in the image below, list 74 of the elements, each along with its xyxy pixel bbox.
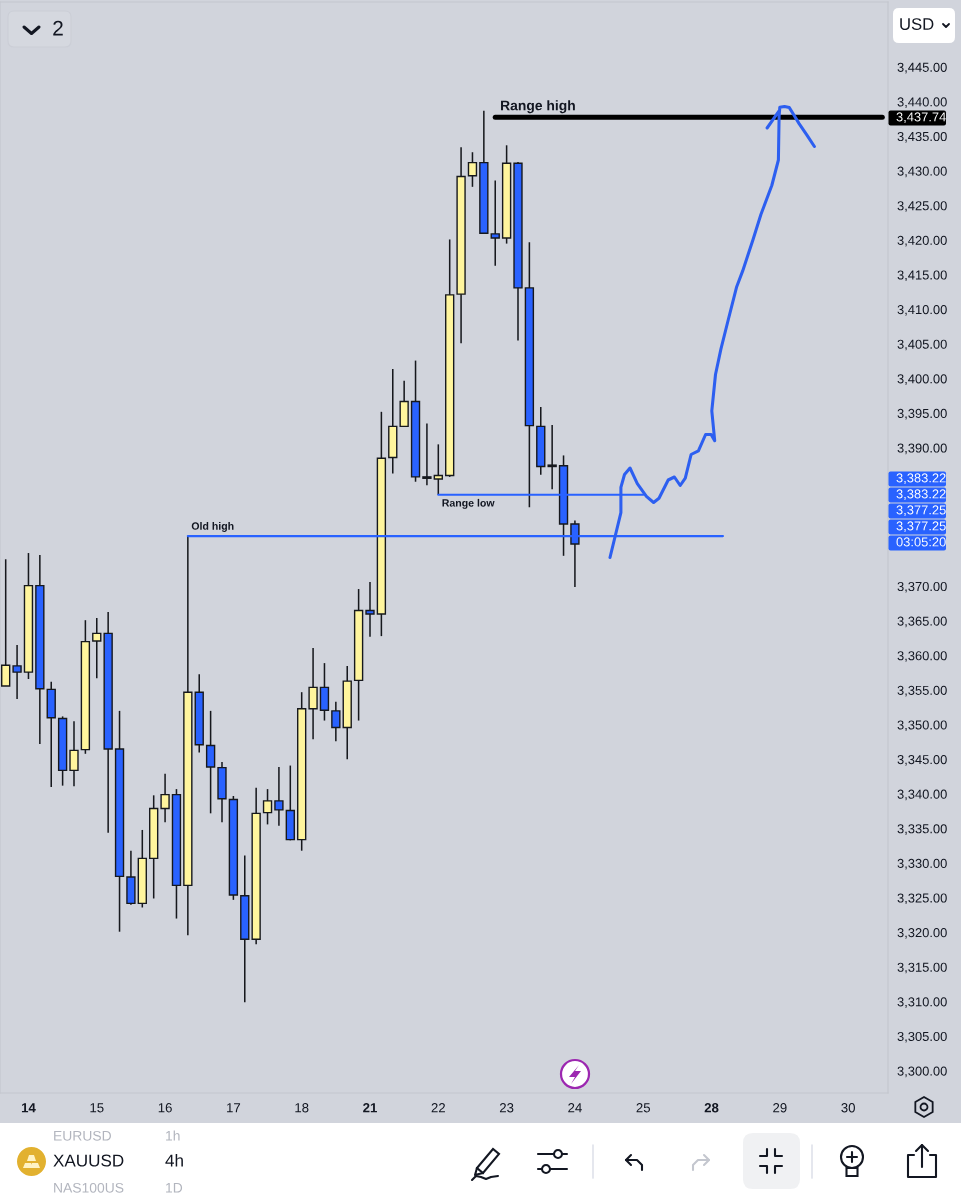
y-tick-label: 3,345.00 <box>897 754 947 766</box>
y-tick-label: 3,405.00 <box>897 339 947 351</box>
y-tick-label: 3,400.00 <box>897 374 947 385</box>
candlestick <box>331 701 341 743</box>
text: 03:05:20 <box>896 537 946 547</box>
x-tick-label: 23 <box>499 1103 514 1113</box>
x-tick-label: 18 <box>295 1103 309 1113</box>
y-tick-label: 3,350.00 <box>897 720 947 732</box>
text: USD <box>900 18 934 30</box>
y-tick-label: 3,310.00 <box>897 997 947 1008</box>
y-tick-label: 3,305.00 <box>897 1031 947 1043</box>
x-tick-label: 22 <box>431 1103 445 1113</box>
text: 3,377.25 <box>896 505 946 516</box>
y-tick-label: 3,435.00 <box>897 131 947 143</box>
annotation: Range low <box>442 498 495 509</box>
text: 3,437.74 <box>896 112 946 123</box>
x-tick-label: 16 <box>158 1103 172 1113</box>
x-tick-label: 15 <box>90 1103 104 1113</box>
x-tick-label: 25 <box>636 1103 651 1113</box>
text: 1h <box>166 1130 180 1141</box>
x-tick-label: 17 <box>227 1103 241 1113</box>
y-tick-label: 3,355.00 <box>897 685 947 697</box>
candlestick <box>433 443 443 496</box>
y-tick-label: 3,325.00 <box>897 893 947 905</box>
candlestick <box>308 647 318 741</box>
y-tick-label: 3,330.00 <box>897 858 947 870</box>
text: 3,383.22 <box>896 489 946 500</box>
y-tick-label: 3,440.00 <box>897 97 947 109</box>
candlestick <box>1 558 11 687</box>
y-tick-label: 3,410.00 <box>897 305 947 316</box>
x-tick-label: 21 <box>363 1103 377 1113</box>
candlestick <box>490 179 500 267</box>
candlestick <box>319 662 330 722</box>
y-tick-label: 3,370.00 <box>897 581 947 593</box>
y-tick-label: 3,300.00 <box>897 1066 947 1078</box>
y-tick-label: 3,445.00 <box>897 62 947 74</box>
candlestick <box>274 766 284 827</box>
text: NAS100US <box>54 1182 124 1193</box>
x-tick-label: 24 <box>568 1103 582 1113</box>
y-tick-label: 3,365.00 <box>897 616 947 628</box>
candlestick <box>422 422 432 486</box>
y-tick-label: 3,420.00 <box>897 235 947 247</box>
x-tick-label: 30 <box>841 1103 855 1113</box>
text: EURUSD <box>54 1130 111 1141</box>
annotation: Old high <box>191 522 234 532</box>
y-tick-label: 3,315.00 <box>897 962 947 974</box>
candlestick <box>69 720 79 788</box>
y-tick-label: 3,395.00 <box>897 408 947 420</box>
y-tick-label: 3,335.00 <box>897 824 947 835</box>
text: 3,383.22 <box>896 473 946 484</box>
annotation: Range high <box>501 100 575 114</box>
y-tick-label: 3,340.00 <box>897 789 947 801</box>
text: 1D <box>166 1183 183 1193</box>
candlestick <box>365 581 375 638</box>
y-tick-label: 3,390.00 <box>897 443 947 455</box>
x-tick-label: 29 <box>773 1103 787 1113</box>
candlestick <box>205 710 216 815</box>
y-tick-label: 3,360.00 <box>897 651 947 662</box>
candlestick <box>160 773 170 824</box>
candlestick <box>92 617 102 680</box>
y-tick-label: 3,430.00 <box>897 166 947 178</box>
annotation: 2 <box>53 20 63 36</box>
candlestick <box>467 151 478 188</box>
y-tick-label: 3,320.00 <box>897 928 947 939</box>
y-tick-label: 3,415.00 <box>897 270 947 282</box>
text: 4h <box>165 1154 183 1167</box>
x-tick-label: 14 <box>21 1103 36 1113</box>
y-tick-label: 3,425.00 <box>897 201 947 212</box>
text: XAUUSD <box>53 1154 124 1167</box>
candlestick <box>12 644 22 700</box>
text: 3,377.25 <box>896 521 946 532</box>
x-tick-label: 28 <box>704 1103 719 1113</box>
candlestick <box>547 424 557 491</box>
candlestick <box>262 788 273 826</box>
